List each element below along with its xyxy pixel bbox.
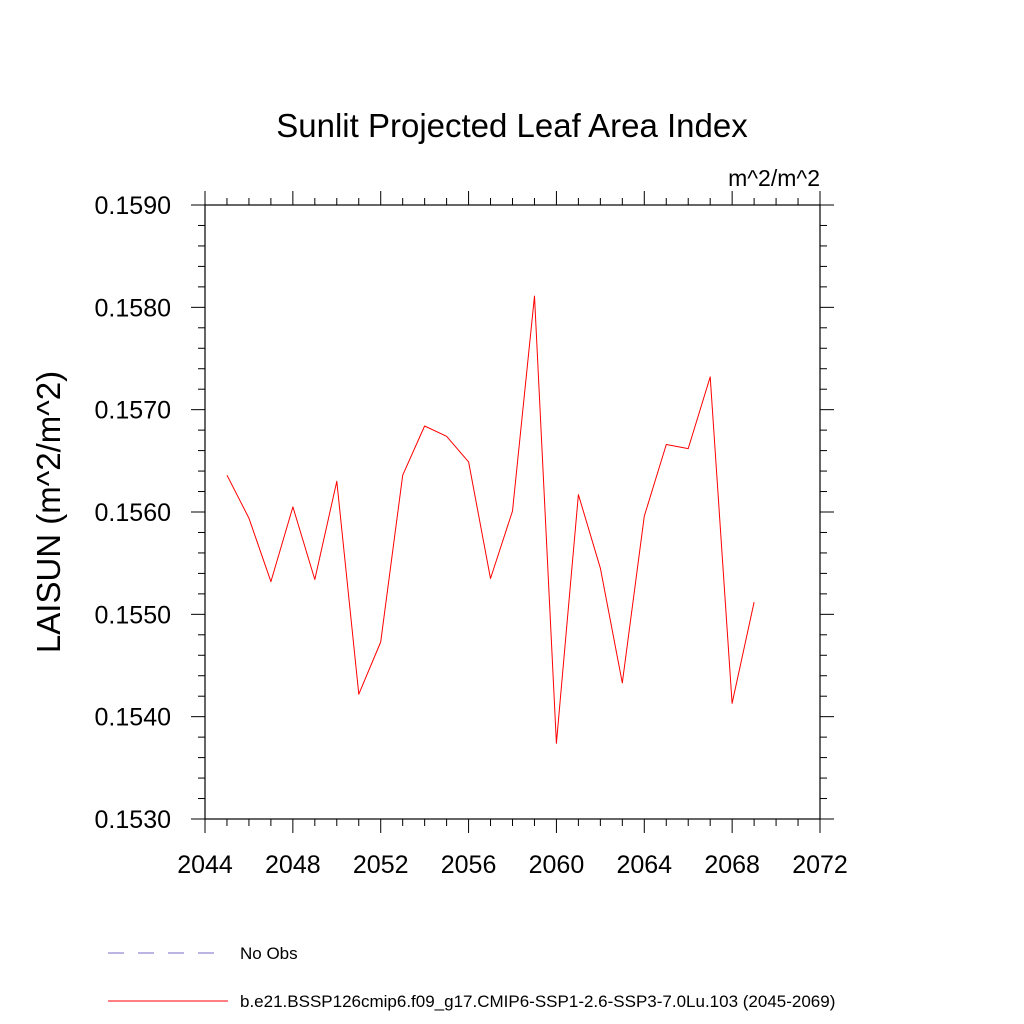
y-tick-label: 0.1560	[95, 499, 171, 527]
legend-label-series: b.e21.BSSP126cmip6.f09_g17.CMIP6-SSP1-2.…	[240, 992, 835, 1011]
y-tick-label: 0.1570	[95, 397, 171, 425]
x-tick-label: 2060	[529, 851, 585, 879]
x-tick-label: 2048	[265, 851, 321, 879]
y-tick-label: 0.1530	[95, 806, 171, 834]
x-tick-label: 2064	[616, 851, 672, 879]
x-tick-label: 2056	[441, 851, 497, 879]
y-axis-label: LAISUN (m^2/m^2)	[30, 371, 67, 653]
units-label: m^2/m^2	[728, 165, 820, 191]
x-tick-label: 2068	[704, 851, 760, 879]
y-axis-ticks: 0.1530 0.1540 0.1550 0.1560 0.1570 0.1580 0.15…	[95, 192, 834, 834]
y-tick-label: 0.1580	[95, 294, 171, 322]
legend-label-no-obs: No Obs	[240, 944, 298, 963]
y-tick-label: 0.1550	[95, 601, 171, 629]
legend: No Obs b.e21.BSSP126cmip6.f09_g17.CMIP6-…	[108, 944, 835, 1011]
y-tick-label: 0.1540	[95, 704, 171, 732]
y-tick-label: 0.1590	[95, 192, 171, 220]
x-tick-label: 2044	[177, 851, 233, 879]
x-tick-label: 2072	[792, 851, 848, 879]
x-axis-ticks: 2044 2048 2052 2056 2060 2064 2068 2072	[177, 191, 848, 879]
x-tick-label: 2052	[353, 851, 409, 879]
series-line	[226, 295, 755, 744]
chart-title: Sunlit Projected Leaf Area Index	[276, 107, 748, 144]
series-layer	[226, 295, 755, 744]
